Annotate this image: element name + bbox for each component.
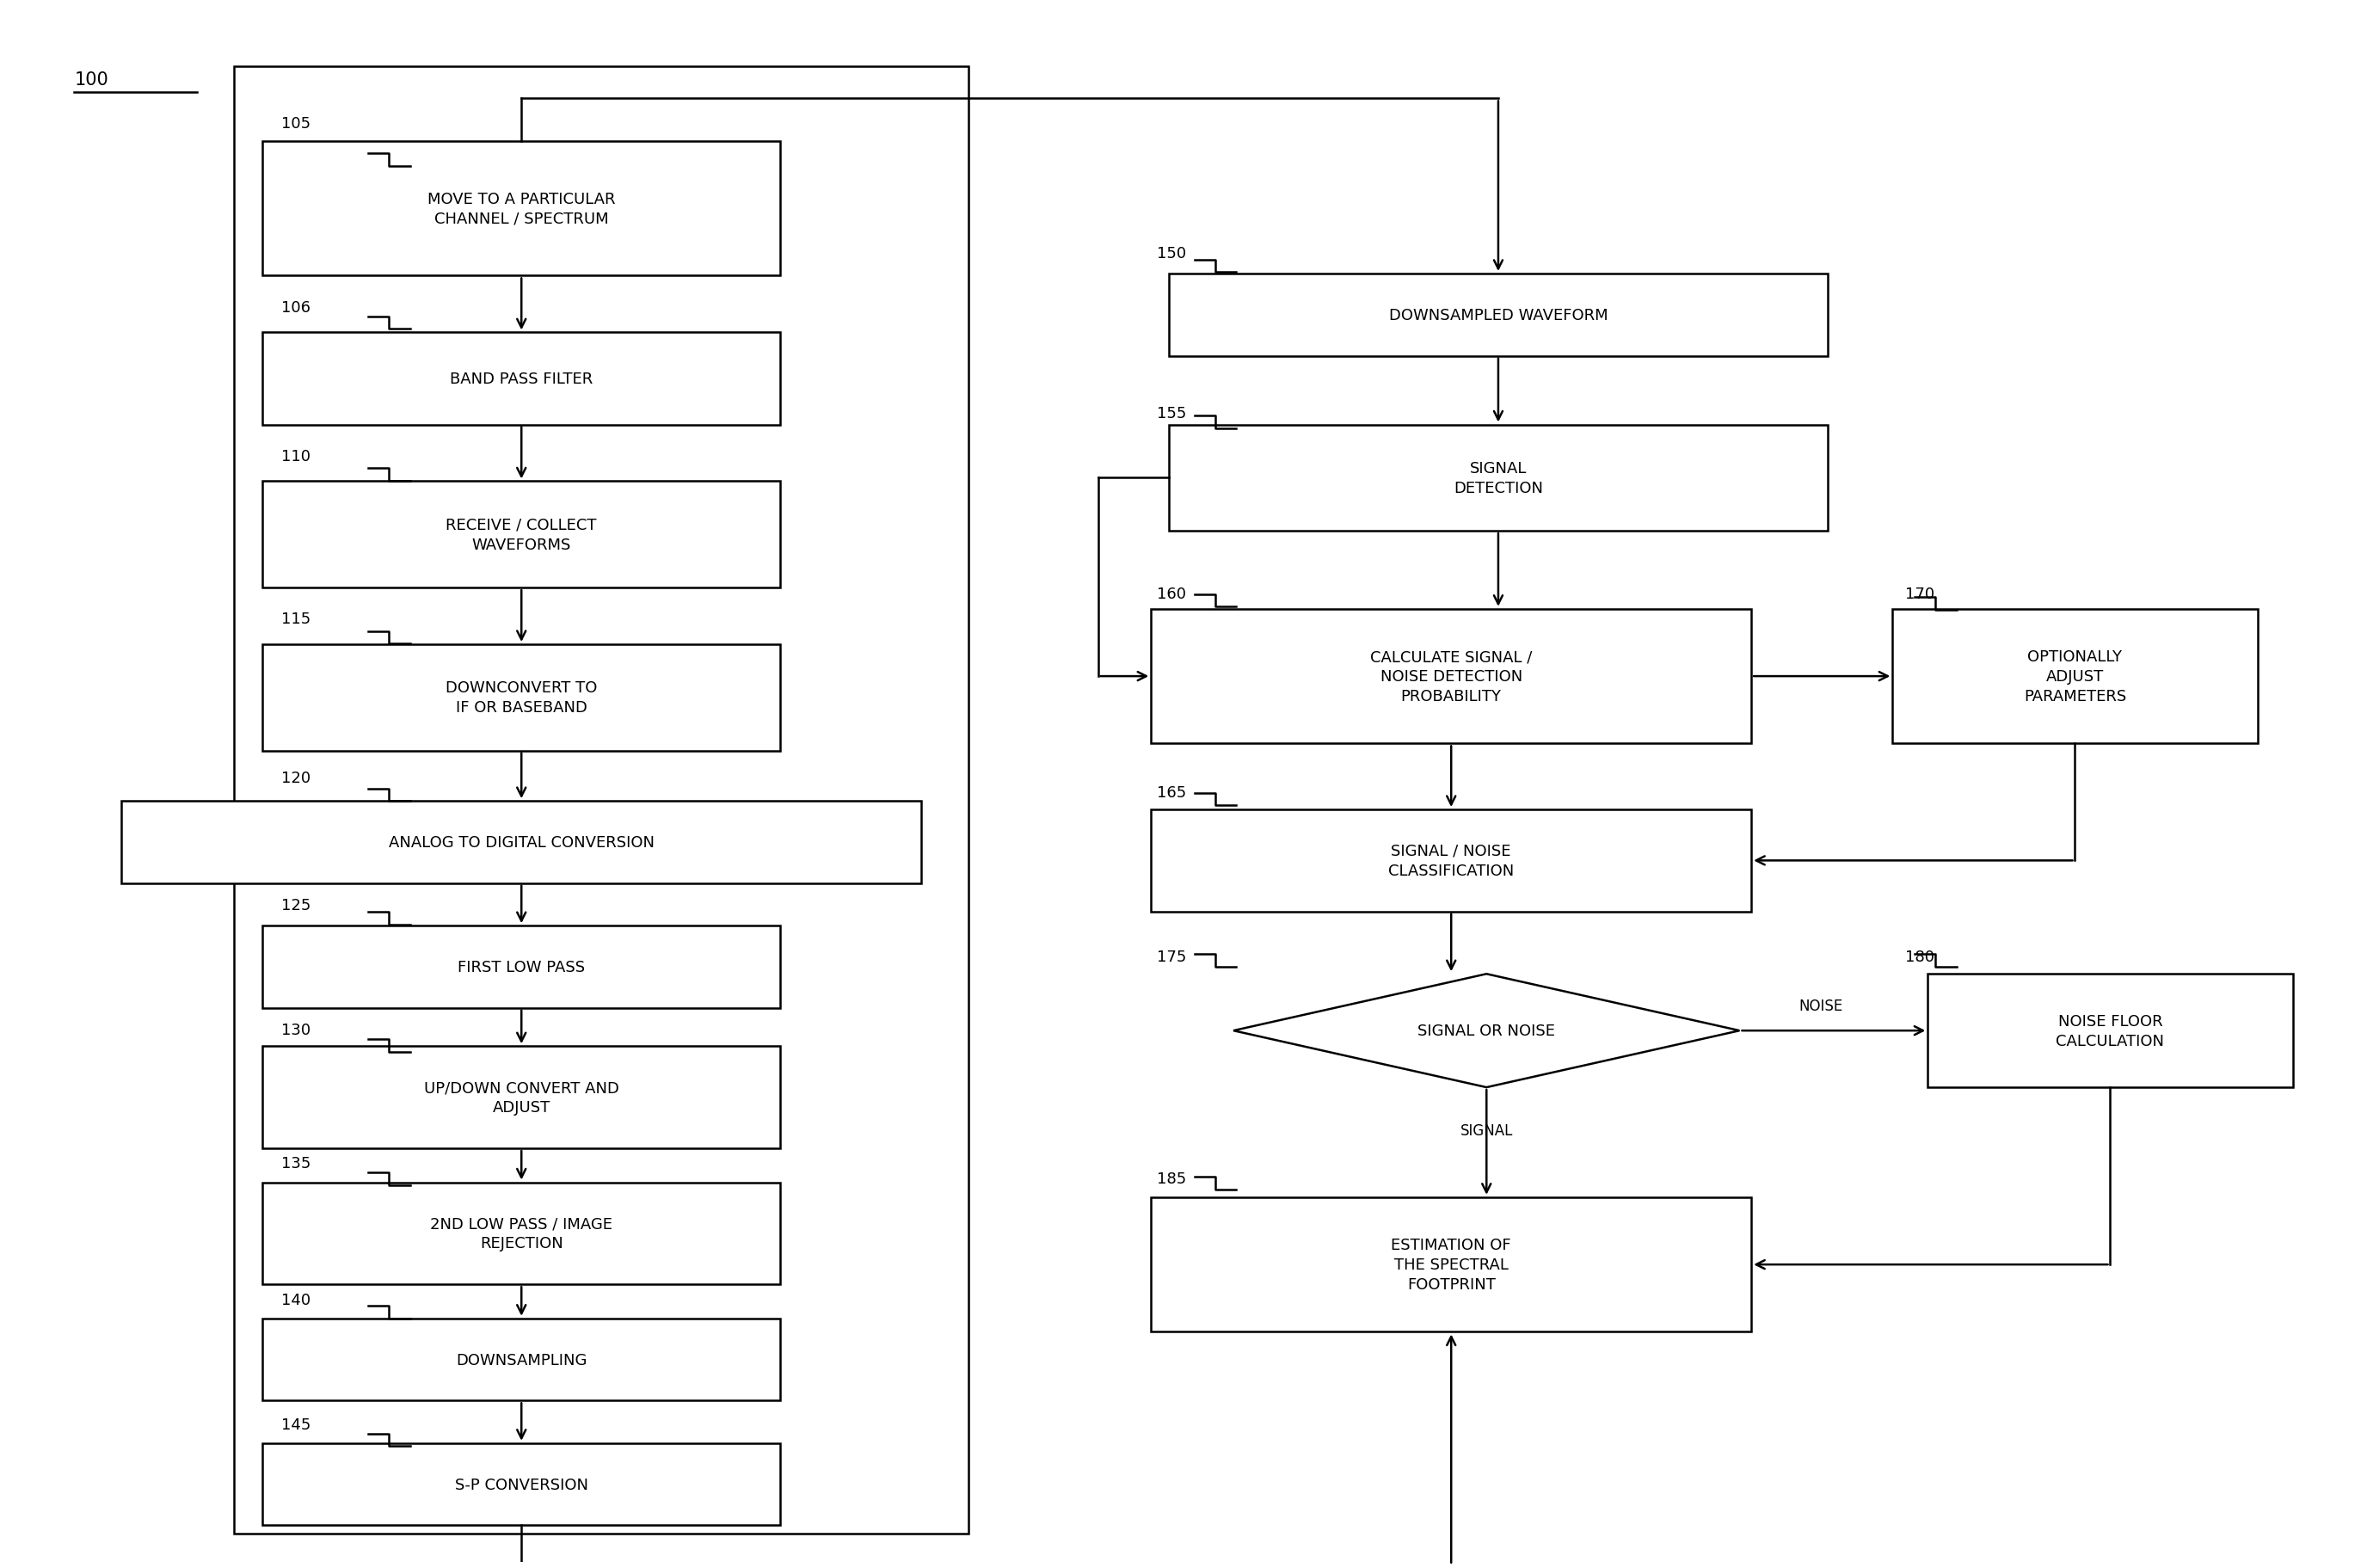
Text: 125: 125 [281,898,312,913]
Text: OPTIONALLY
ADJUST
PARAMETERS: OPTIONALLY ADJUST PARAMETERS [2023,649,2127,704]
Text: 150: 150 [1157,246,1185,262]
Text: 2ND LOW PASS / IMAGE
REJECTION: 2ND LOW PASS / IMAGE REJECTION [430,1215,611,1251]
Text: 160: 160 [1157,586,1185,602]
Text: MOVE TO A PARTICULAR
CHANNEL / SPECTRUM: MOVE TO A PARTICULAR CHANNEL / SPECTRUM [427,191,616,227]
FancyBboxPatch shape [262,1182,781,1284]
Polygon shape [1232,974,1740,1088]
Text: UP/DOWN CONVERT AND
ADJUST: UP/DOWN CONVERT AND ADJUST [425,1080,619,1115]
FancyBboxPatch shape [262,927,781,1008]
Text: 115: 115 [281,612,312,627]
FancyBboxPatch shape [262,1319,781,1400]
Text: BAND PASS FILTER: BAND PASS FILTER [451,372,593,387]
Text: SIGNAL OR NOISE: SIGNAL OR NOISE [1417,1024,1556,1038]
Text: ANALOG TO DIGITAL CONVERSION: ANALOG TO DIGITAL CONVERSION [390,834,654,850]
FancyBboxPatch shape [262,332,781,425]
Text: 110: 110 [281,448,312,464]
Text: CALCULATE SIGNAL /
NOISE DETECTION
PROBABILITY: CALCULATE SIGNAL / NOISE DETECTION PROBA… [1369,649,1532,704]
FancyBboxPatch shape [120,801,921,883]
Text: DOWNCONVERT TO
IF OR BASEBAND: DOWNCONVERT TO IF OR BASEBAND [446,681,597,715]
Text: 106: 106 [281,299,312,315]
Text: 165: 165 [1157,784,1188,800]
FancyBboxPatch shape [262,644,781,751]
Text: 135: 135 [281,1156,312,1171]
Text: 170: 170 [1905,586,1934,602]
Text: 180: 180 [1905,949,1934,964]
FancyBboxPatch shape [262,1443,781,1526]
FancyBboxPatch shape [1929,974,2293,1088]
Text: FIRST LOW PASS: FIRST LOW PASS [458,960,586,975]
Text: DOWNSAMPLED WAVEFORM: DOWNSAMPLED WAVEFORM [1388,307,1608,323]
Text: ESTIMATION OF
THE SPECTRAL
FOOTPRINT: ESTIMATION OF THE SPECTRAL FOOTPRINT [1391,1237,1511,1292]
Text: RECEIVE / COLLECT
WAVEFORMS: RECEIVE / COLLECT WAVEFORMS [446,517,597,552]
Text: NOISE: NOISE [1799,999,1842,1014]
FancyBboxPatch shape [1169,425,1827,532]
FancyBboxPatch shape [262,1046,781,1148]
FancyBboxPatch shape [1894,610,2257,743]
Text: 100: 100 [73,72,109,89]
FancyBboxPatch shape [262,481,781,588]
Text: 185: 185 [1157,1171,1188,1187]
Text: 105: 105 [281,116,312,132]
Text: 155: 155 [1157,406,1188,422]
FancyBboxPatch shape [1169,274,1827,356]
FancyBboxPatch shape [262,141,781,276]
FancyBboxPatch shape [1152,809,1752,913]
Text: 130: 130 [281,1022,312,1038]
Text: DOWNSAMPLING: DOWNSAMPLING [456,1352,588,1367]
FancyBboxPatch shape [1152,1198,1752,1331]
Text: 140: 140 [281,1292,312,1308]
Text: NOISE FLOOR
CALCULATION: NOISE FLOOR CALCULATION [2056,1013,2165,1049]
FancyBboxPatch shape [1152,610,1752,743]
Text: SIGNAL
DETECTION: SIGNAL DETECTION [1454,461,1544,495]
Text: 145: 145 [281,1416,312,1432]
Text: S-P CONVERSION: S-P CONVERSION [456,1477,588,1493]
Text: 175: 175 [1157,949,1188,964]
Text: SIGNAL / NOISE
CLASSIFICATION: SIGNAL / NOISE CLASSIFICATION [1388,844,1513,878]
Text: 120: 120 [281,770,312,786]
Text: SIGNAL: SIGNAL [1459,1123,1513,1138]
